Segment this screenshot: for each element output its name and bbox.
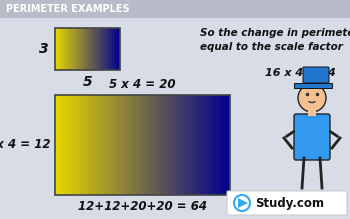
Text: equal to the scale factor: equal to the scale factor bbox=[200, 42, 343, 52]
Text: 3 x 4 = 12: 3 x 4 = 12 bbox=[0, 138, 50, 152]
Text: 16 x 4 = 64: 16 x 4 = 64 bbox=[265, 68, 336, 78]
Text: 12+12+20+20 = 64: 12+12+20+20 = 64 bbox=[78, 200, 207, 213]
Polygon shape bbox=[238, 198, 248, 208]
Bar bbox=[308, 110, 316, 116]
FancyBboxPatch shape bbox=[227, 191, 347, 215]
Bar bbox=[55, 28, 120, 70]
Circle shape bbox=[234, 195, 250, 211]
Text: 5: 5 bbox=[83, 75, 92, 89]
FancyBboxPatch shape bbox=[303, 67, 329, 83]
Circle shape bbox=[298, 84, 326, 112]
Text: 5 x 4 = 20: 5 x 4 = 20 bbox=[109, 78, 176, 91]
Text: So the change in perimeter is: So the change in perimeter is bbox=[200, 28, 350, 38]
Bar bbox=[55, 95, 230, 195]
FancyBboxPatch shape bbox=[294, 83, 332, 88]
Bar bbox=[0, 0, 350, 18]
Text: Study.com: Study.com bbox=[255, 196, 324, 210]
FancyBboxPatch shape bbox=[294, 114, 330, 160]
Text: 3: 3 bbox=[39, 42, 49, 56]
Text: PERIMETER EXAMPLES: PERIMETER EXAMPLES bbox=[6, 4, 130, 14]
